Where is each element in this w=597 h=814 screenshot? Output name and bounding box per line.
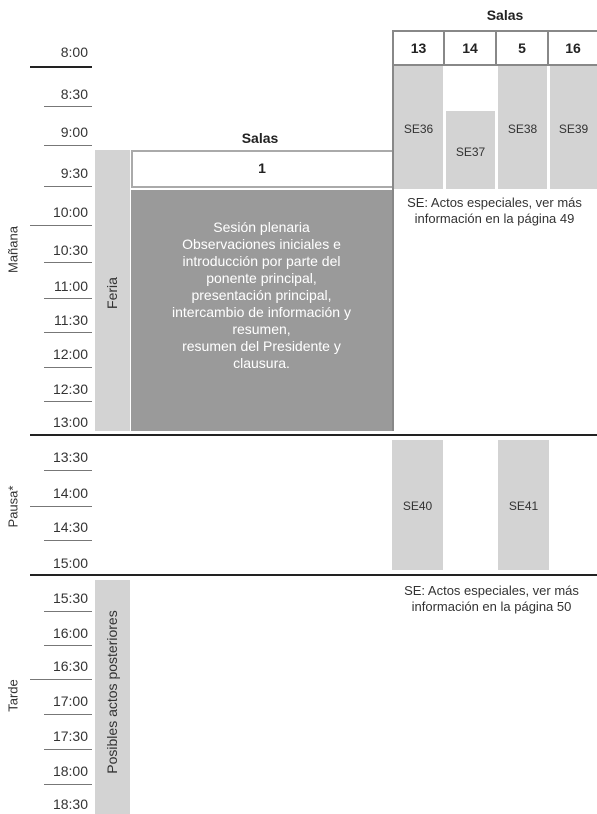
se37-label: SE37: [455, 145, 486, 159]
feria-block: [95, 150, 130, 431]
se39-label: SE39: [558, 122, 589, 136]
time-label: 18:30: [52, 796, 88, 812]
plenary-line: intercambio de información y: [172, 304, 351, 320]
time-divider: [44, 367, 92, 368]
time-divider: [44, 784, 92, 785]
room-main-header-box: [131, 150, 393, 188]
period-morning-label: Mañana: [5, 226, 21, 273]
feria-label: Feria: [104, 277, 120, 309]
note-line: SE: Actos especiales, ver más: [404, 583, 579, 598]
room-separator: [495, 30, 497, 66]
room-column-border: [392, 30, 394, 431]
time-label: 11:30: [54, 312, 88, 328]
time-divider: [44, 470, 92, 471]
room-13-number: 13: [410, 40, 427, 56]
room-5-number: 5: [518, 40, 526, 56]
room-14-number: 14: [462, 40, 478, 56]
room-separator: [547, 30, 549, 66]
plenary-session-block: Sesión plenaria Observaciones iniciales …: [131, 190, 392, 431]
se38-block: [498, 66, 547, 189]
time-label: 14:00: [52, 485, 88, 501]
plenary-line: presentación principal,: [191, 287, 332, 303]
time-divider: [44, 645, 92, 646]
pause-start-divider: [30, 434, 597, 436]
time-label: 15:30: [52, 590, 88, 606]
time-divider: [44, 611, 92, 612]
room-main-number: 1: [258, 160, 266, 176]
posteriores-block: [95, 580, 130, 814]
time-label: 11:00: [54, 278, 88, 294]
time-divider: [44, 262, 92, 263]
time-label: 16:30: [52, 658, 88, 674]
time-divider: [44, 145, 92, 146]
note-line: SE: Actos especiales, ver más: [407, 195, 582, 210]
plenary-line: ponente principal,: [206, 270, 317, 286]
time-label: 17:00: [52, 693, 88, 709]
se40-block: [392, 440, 443, 570]
time-divider: [44, 401, 92, 402]
se37-block: [446, 111, 495, 189]
time-label: 9:30: [60, 165, 88, 181]
se39-block: [550, 66, 597, 189]
time-divider: [44, 714, 92, 715]
time-label: 13:00: [52, 414, 88, 430]
se38-label: SE38: [507, 122, 538, 136]
time-label: 10:00: [52, 204, 88, 220]
plenary-line: resumen del Presidente y: [182, 338, 341, 354]
time-divider: [44, 186, 92, 187]
special-events-note-1: SE: Actos especiales, ver más informació…: [392, 195, 597, 227]
time-label: 9:00: [60, 124, 88, 140]
plenary-line: introducción por parte del: [182, 253, 341, 269]
se36-label: SE36: [403, 122, 434, 136]
time-label: 10:30: [52, 242, 88, 258]
plenary-line: resumen,: [232, 321, 291, 337]
time-divider: [30, 66, 92, 68]
se41-label: SE41: [508, 499, 539, 513]
posteriores-label: Posibles actos posteriores: [104, 610, 120, 774]
note-line: información en la página 50: [411, 599, 572, 614]
time-divider: [44, 298, 92, 299]
time-label: 14:30: [52, 519, 88, 535]
time-label: 12:30: [52, 381, 88, 397]
salas-main-heading: Salas: [241, 130, 279, 146]
note-line: información en la página 49: [414, 211, 575, 226]
time-divider: [44, 332, 92, 333]
se40-label: SE40: [402, 499, 433, 513]
time-label: 15:00: [52, 555, 88, 571]
time-label: 18:00: [52, 763, 88, 779]
rooms-top-border: [392, 30, 597, 32]
period-pause-label: Pausa*: [5, 485, 21, 528]
time-label: 17:30: [52, 728, 88, 744]
se41-block: [498, 440, 549, 570]
special-events-note-2: SE: Actos especiales, ver más informació…: [386, 583, 597, 615]
rooms-header-bottom-border: [392, 64, 597, 66]
pause-end-divider: [30, 574, 597, 576]
time-divider: [30, 679, 92, 680]
time-divider: [30, 225, 92, 226]
plenary-line: clausura.: [233, 355, 290, 371]
plenary-line: Sesión plenaria: [213, 219, 310, 235]
time-label: 8:30: [60, 86, 88, 102]
time-label: 8:00: [60, 44, 88, 60]
time-label: 12:00: [52, 346, 88, 362]
room-16-number: 16: [565, 40, 581, 56]
time-divider: [44, 540, 92, 541]
time-label: 16:00: [52, 625, 88, 641]
time-divider: [44, 106, 92, 107]
time-label: 13:30: [52, 449, 88, 465]
plenary-line: Observaciones iniciales e: [182, 236, 341, 252]
room-separator: [443, 30, 445, 66]
period-afternoon-label: Tarde: [5, 679, 21, 712]
time-divider: [44, 749, 92, 750]
se36-block: [394, 66, 443, 189]
salas-top-heading: Salas: [486, 7, 524, 23]
time-divider: [30, 506, 92, 507]
